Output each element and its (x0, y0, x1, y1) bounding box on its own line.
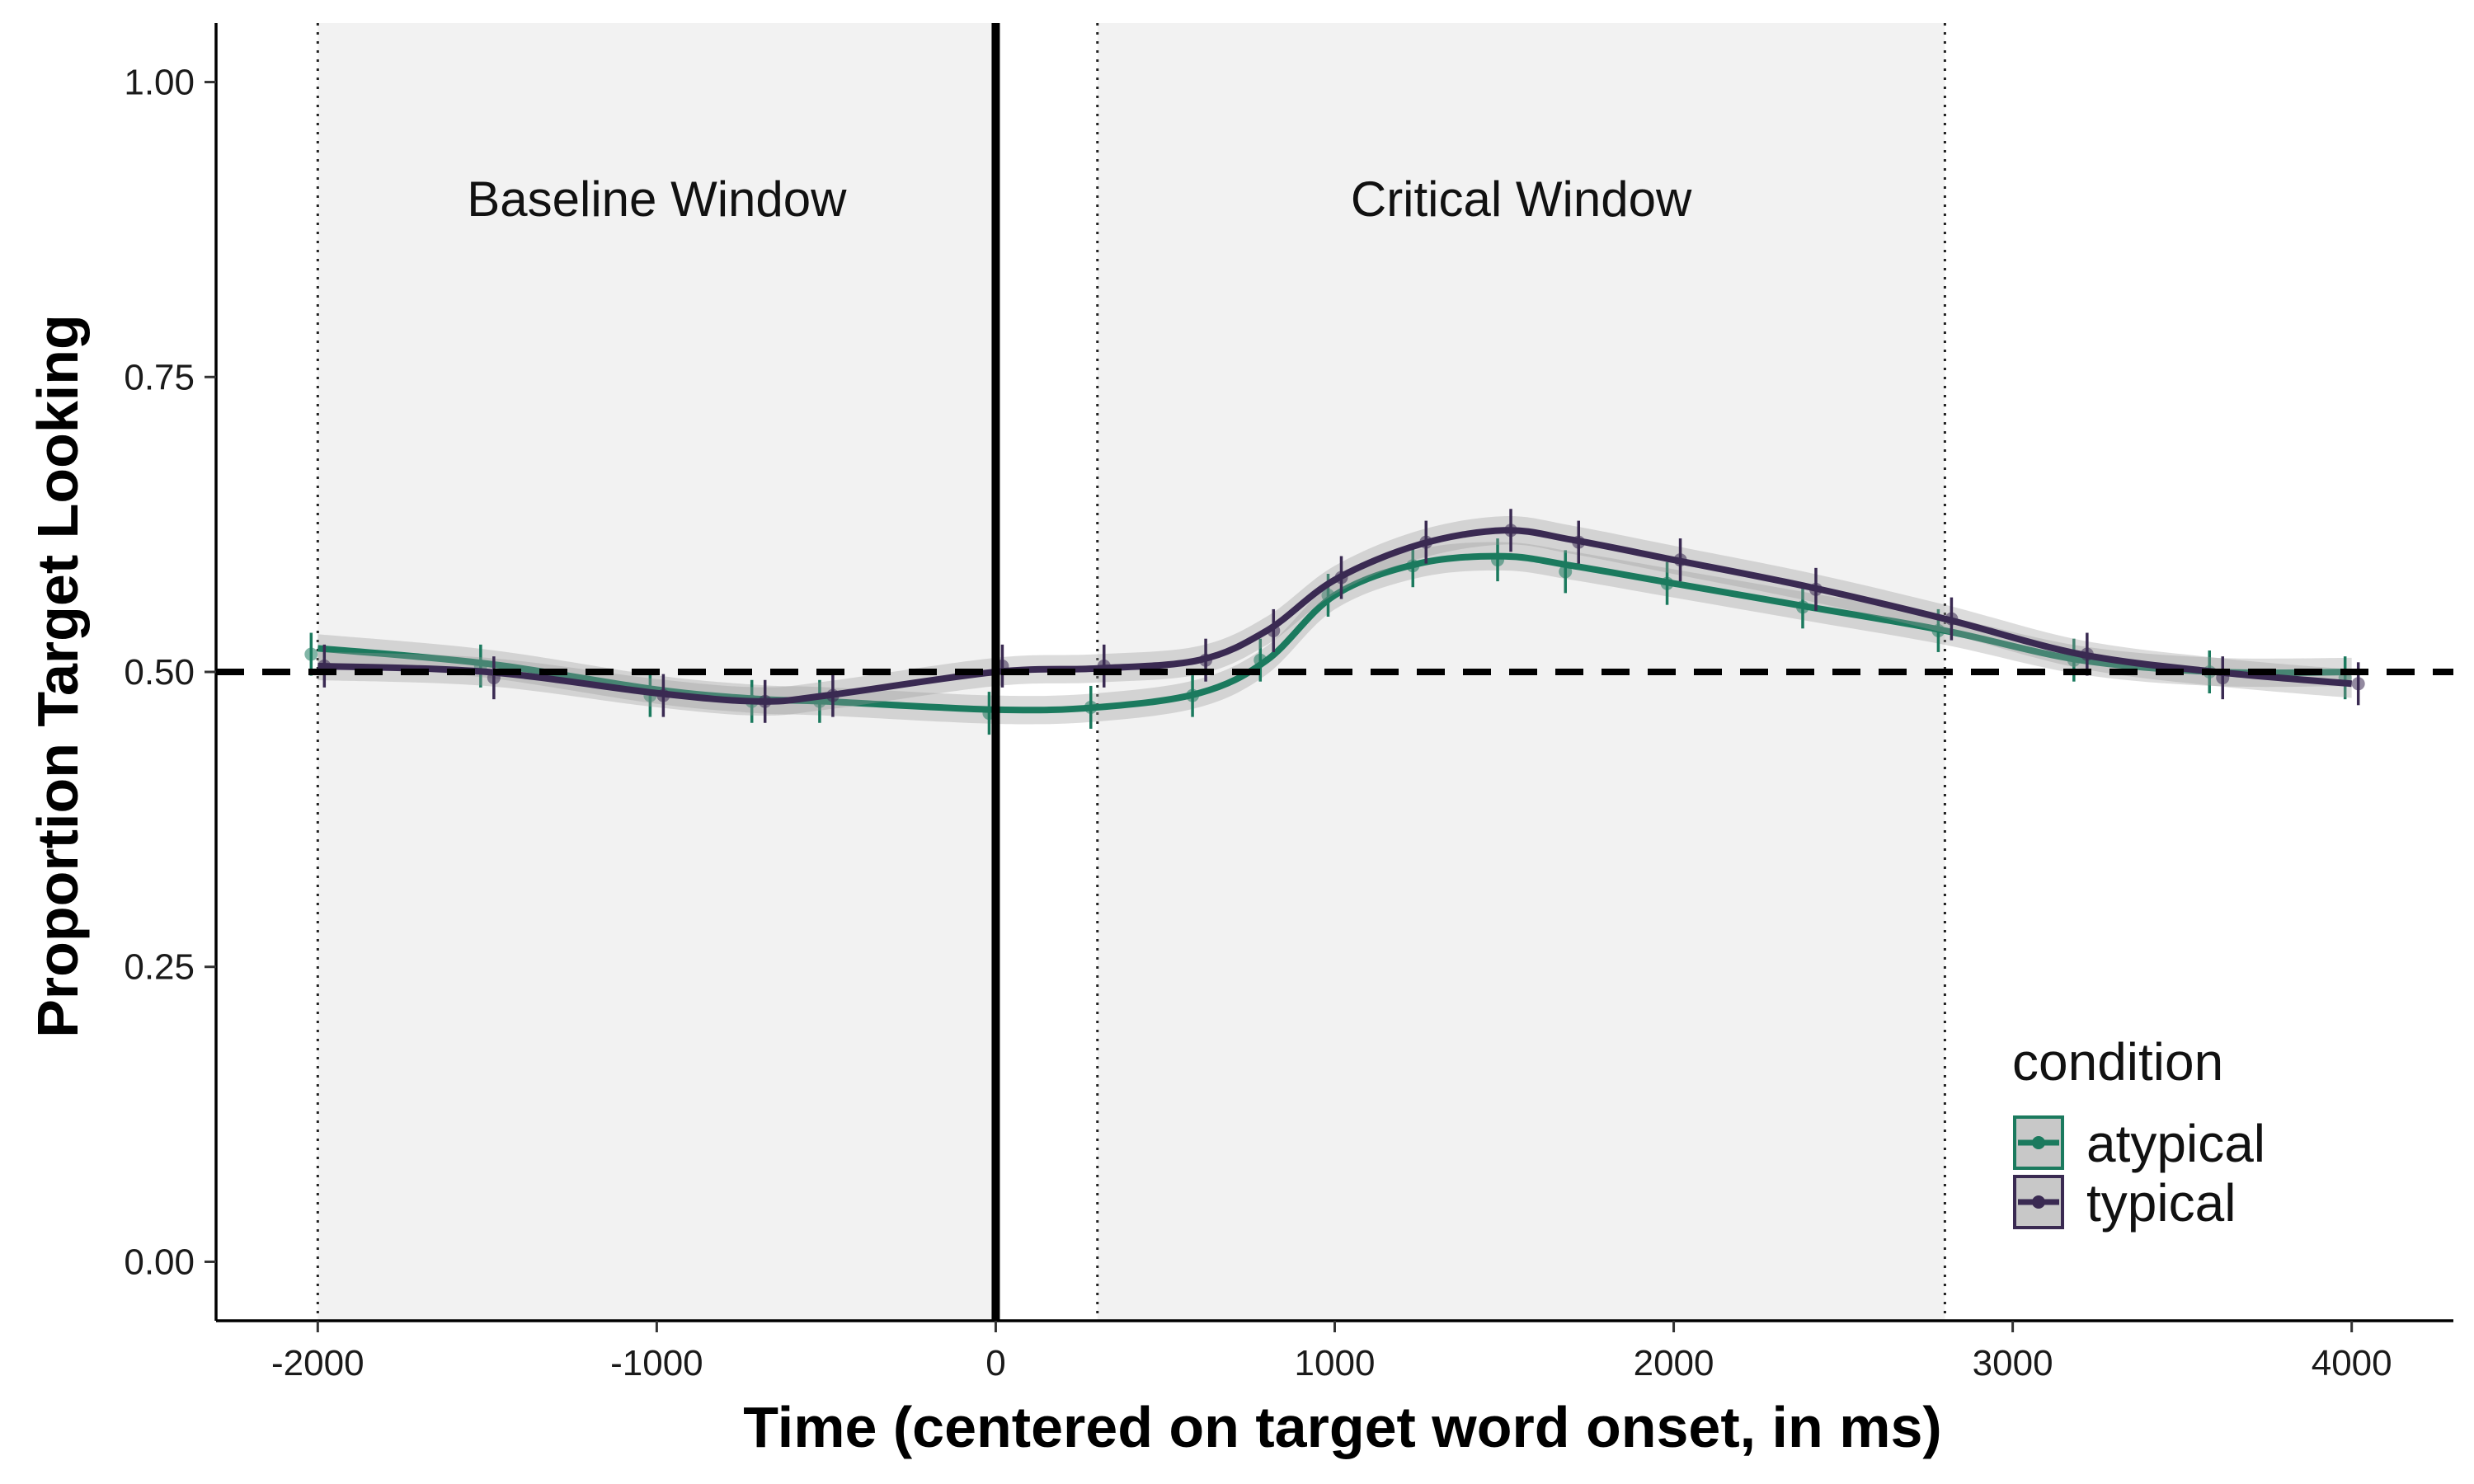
legend-item-typical: typical (2013, 1173, 2236, 1233)
window-label-0: Baseline Window (467, 171, 847, 227)
data-point-atypical-0 (304, 647, 318, 661)
axes: -2000 -1000 0 1000 2000 3000 4000 0.00 0.25 0.50 0… (124, 23, 2453, 1383)
window-labels: Baseline Window Critical Window (467, 171, 1692, 227)
legend-key-point-typical (2032, 1195, 2045, 1209)
x-tick-label-6: 4000 (2312, 1343, 2392, 1383)
legend-item-atypical: atypical (2013, 1114, 2265, 1173)
y-tick-label-4: 1.00 (124, 63, 195, 103)
x-tick-label-0: -2000 (271, 1343, 365, 1383)
x-tick-label-4: 2000 (1634, 1343, 1714, 1383)
x-tick-label-3: 1000 (1295, 1343, 1376, 1383)
x-tick-label-2: 0 (985, 1343, 1005, 1383)
legend-key-point-atypical (2032, 1136, 2045, 1149)
series-layer (216, 23, 2453, 1321)
y-tick-label-3: 0.75 (124, 357, 195, 397)
legend-label-atypical: atypical (2086, 1114, 2265, 1173)
y-tick-label-2: 0.50 (124, 652, 195, 693)
window-label-1: Critical Window (1351, 171, 1692, 227)
y-tick-label-1: 0.25 (124, 947, 195, 988)
x-tick-label-1: -1000 (610, 1343, 703, 1383)
fit-line-typical (317, 527, 2353, 705)
y-axis-title: Proportion Target Looking (26, 314, 90, 1038)
x-tick-label-5: 3000 (1973, 1343, 2053, 1383)
x-axis-title: Time (centered on target word onset, in … (743, 1395, 1941, 1459)
legend-label-typical: typical (2086, 1173, 2236, 1233)
legend-title: condition (2012, 1032, 2223, 1092)
data-point-typical-18 (2351, 677, 2365, 691)
y-tick-label-0: 0.00 (124, 1242, 195, 1282)
